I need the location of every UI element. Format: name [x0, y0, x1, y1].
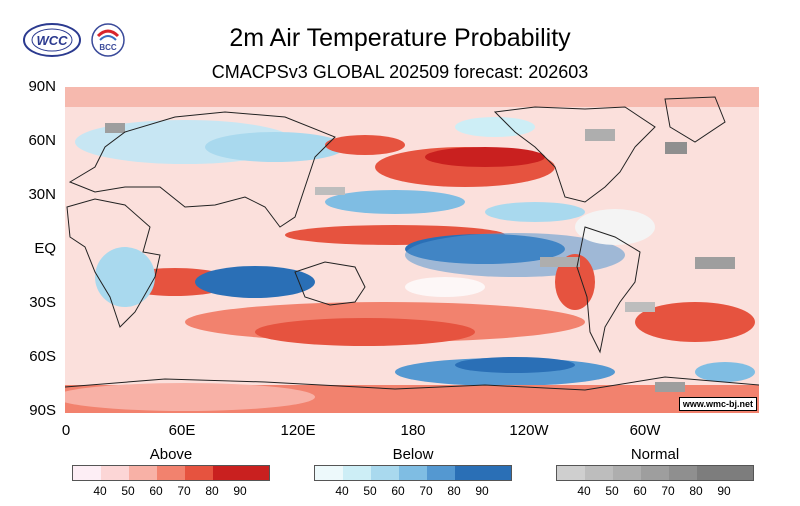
legend-tick: 90 [717, 484, 731, 498]
lon-label-120w: 120W [509, 422, 549, 439]
legend-above-title: Above [149, 446, 193, 463]
bcc-logo-icon: BCC [91, 23, 125, 57]
legend-tick: 70 [661, 484, 675, 498]
map-canvas [55, 87, 760, 413]
lat-label-eq: EQ [34, 240, 56, 257]
legend-below: Below 40 50 60 70 80 90 [314, 446, 512, 500]
probability-map: www.wmc-bj.net [55, 87, 760, 413]
legend-tick: 70 [419, 484, 433, 498]
legend-above: Above 40 50 60 70 80 90 [72, 446, 270, 500]
legend-swatch [399, 466, 427, 480]
legend-normal-ticks: 40 50 60 70 80 90 [556, 484, 754, 500]
legend-swatch [185, 466, 213, 480]
legend-tick: 90 [233, 484, 247, 498]
legend-swatch [557, 466, 585, 480]
wcc-logo-text: WCC [36, 33, 68, 48]
legend-above-swatches [72, 465, 270, 481]
legend-tick: 60 [149, 484, 163, 498]
legend-tick: 40 [335, 484, 349, 498]
lat-label-90n: 90N [28, 78, 56, 95]
legend-below-title: Below [392, 446, 434, 463]
lat-label-90s: 90S [29, 402, 56, 419]
legend-tick: 60 [633, 484, 647, 498]
chart-subtitle: CMACPSv3 GLOBAL 202509 forecast: 202603 [211, 62, 589, 82]
legend-tick: 60 [391, 484, 405, 498]
lon-label-180: 180 [400, 422, 426, 439]
lon-label-60e: 60E [168, 422, 196, 439]
legend-swatch [157, 466, 185, 480]
legend-tick: 40 [577, 484, 591, 498]
legend-swatch [73, 466, 101, 480]
legend-swatch [641, 466, 669, 480]
legend-swatch [129, 466, 157, 480]
legend-below-ticks: 40 50 60 70 80 90 [314, 484, 512, 500]
lon-label-60w: 60W [629, 422, 661, 439]
legend-tick: 40 [93, 484, 107, 498]
lat-label-60s: 60S [29, 348, 56, 365]
legend-swatch [241, 466, 269, 480]
legend-swatch [725, 466, 753, 480]
lon-label-120e: 120E [280, 422, 316, 439]
legend-tick: 50 [363, 484, 377, 498]
legend-tick: 80 [205, 484, 219, 498]
lat-label-30s: 30S [29, 294, 56, 311]
legend-swatch [427, 466, 455, 480]
legend-swatch [101, 466, 129, 480]
legend-swatch [371, 466, 399, 480]
legend-swatch [483, 466, 511, 480]
legend-tick: 50 [605, 484, 619, 498]
lat-label-30n: 30N [28, 186, 56, 203]
legend-swatch [315, 466, 343, 480]
logo-group: WCC BCC [22, 22, 126, 58]
legend-tick: 90 [475, 484, 489, 498]
legend-swatch [669, 466, 697, 480]
watermark-label: www.wmc-bj.net [678, 397, 757, 411]
legend-swatch [455, 466, 483, 480]
legend-swatch [697, 466, 725, 480]
legend-swatch [613, 466, 641, 480]
legend-tick: 80 [689, 484, 703, 498]
chart-title: 2m Air Temperature Probability [229, 24, 571, 52]
legend-normal: Normal 40 50 60 70 80 90 [556, 446, 754, 500]
legend-tick: 80 [447, 484, 461, 498]
legend-above-ticks: 40 50 60 70 80 90 [72, 484, 270, 500]
legend-swatch [213, 466, 241, 480]
lon-label-0: 0 [61, 422, 71, 439]
legend-swatch [585, 466, 613, 480]
lat-label-60n: 60N [28, 132, 56, 149]
wcc-logo-icon: WCC [23, 23, 81, 57]
legend-tick: 70 [177, 484, 191, 498]
legend-tick: 50 [121, 484, 135, 498]
legend-normal-swatches [556, 465, 754, 481]
legend-below-swatches [314, 465, 512, 481]
legend-swatch [343, 466, 371, 480]
bcc-logo-text: BCC [99, 43, 117, 52]
legend-normal-title: Normal [630, 446, 680, 463]
